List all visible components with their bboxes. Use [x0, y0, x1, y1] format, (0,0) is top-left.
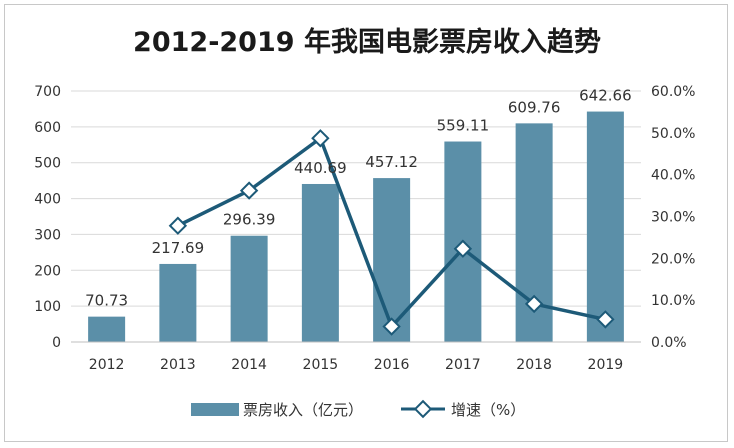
y-left-tick-label: 500: [34, 156, 61, 172]
line-marker: [239, 181, 259, 200]
line-marker: [453, 239, 473, 258]
y-right-tick-label: 40.0%: [651, 168, 695, 184]
bar: [159, 263, 197, 342]
line-marker: [596, 310, 615, 329]
bar: [230, 235, 268, 342]
x-tick-label: 2019: [588, 357, 624, 373]
chart-svg: 2012-2019 年我国电影票房收入趋势 70.73 217.69 296.39 4…: [34, 26, 695, 419]
y-left-tick-label: 200: [34, 263, 61, 279]
bar-data-label: 217.69: [152, 239, 205, 257]
bar-data-label: 440.69: [294, 159, 347, 177]
bar-data-label: 457.12: [365, 153, 418, 171]
line-marker: [382, 317, 401, 336]
x-tick-label: 2015: [303, 357, 339, 373]
legend-bar-label: 票房收入（亿元）: [243, 401, 363, 419]
chart-frame: 2012-2019 年我国电影票房收入趋势 70.73 217.69 296.39 4…: [4, 4, 728, 442]
bar-data-label: 642.66: [579, 87, 632, 105]
x-tick-label: 2014: [231, 357, 267, 373]
legend-bar-swatch: [191, 403, 239, 416]
x-tick-label: 2016: [374, 357, 410, 373]
bar-data-label: 559.11: [437, 117, 490, 135]
y-left-tick-label: 700: [34, 84, 61, 100]
legend: 票房收入（亿元） 增速（%）: [191, 399, 525, 419]
y-left-tick-label: 300: [34, 227, 61, 243]
y-left-tick-label: 0: [52, 335, 61, 351]
y-right-tick-label: 20.0%: [651, 251, 695, 267]
y-right-tick-label: 30.0%: [651, 210, 695, 226]
line-marker: [168, 216, 188, 235]
line-marker: [311, 129, 330, 148]
bar-data-label: 70.73: [85, 292, 128, 310]
x-tick-label: 2017: [445, 357, 481, 373]
bar-data-label: 296.39: [223, 211, 276, 229]
chart-title: 2012-2019 年我国电影票房收入趋势: [133, 26, 601, 58]
x-tick-label: 2012: [89, 357, 125, 373]
bar-data-label: 609.76: [508, 98, 561, 116]
y-left-tick-label: 400: [34, 192, 61, 208]
bar: [301, 183, 339, 342]
bar: [586, 111, 624, 342]
y-right-tick-label: 10.0%: [651, 293, 695, 309]
y-right-tick-label: 50.0%: [651, 126, 695, 142]
legend-line-marker: [413, 399, 433, 419]
y-right-tick-label: 60.0%: [651, 84, 695, 100]
line-marker: [524, 294, 544, 314]
x-tick-label: 2013: [160, 357, 196, 373]
y-right-tick-label: 0.0%: [651, 335, 687, 351]
y-left-tick-label: 100: [34, 299, 61, 315]
legend-line-label: 增速（%）: [451, 401, 525, 419]
x-tick-label: 2018: [516, 357, 552, 373]
y-left-tick-label: 600: [34, 120, 61, 136]
bar: [88, 316, 126, 342]
